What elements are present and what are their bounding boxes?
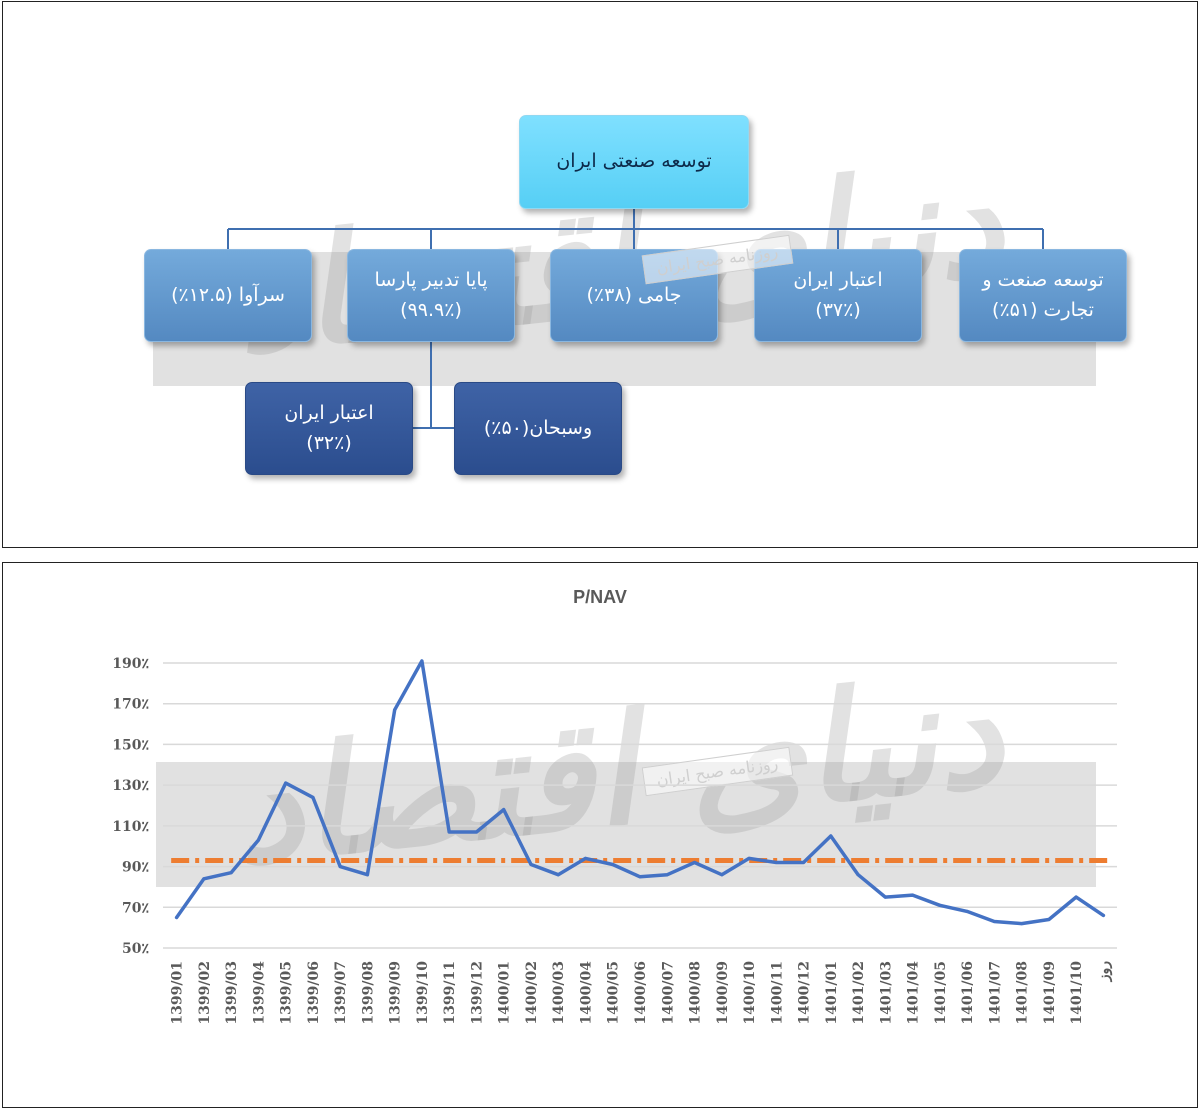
x-tick-label: 1401/03	[878, 961, 894, 1025]
x-tick-label: 1399/04	[251, 961, 267, 1025]
data-point	[529, 863, 533, 867]
data-point	[774, 861, 778, 864]
org-node-level2-2: وسبحان(۵۰٪)	[454, 382, 622, 475]
y-tick-label: 70٪	[122, 900, 149, 916]
org-connectors	[227, 209, 1044, 429]
data-point	[992, 920, 996, 924]
data-point	[965, 909, 969, 913]
y-tick-label: 50٪	[122, 941, 149, 957]
data-point	[883, 895, 887, 899]
data-point	[202, 877, 206, 881]
data-point	[911, 893, 915, 897]
data-point	[365, 873, 369, 877]
series-line	[174, 659, 1106, 926]
x-tick-label: 1401/01	[824, 961, 840, 1025]
x-tick-label: 1399/07	[333, 961, 349, 1025]
data-point	[720, 873, 724, 877]
data-point	[256, 838, 260, 842]
data-point	[583, 856, 587, 860]
x-tick-label: 1401/07	[987, 961, 1003, 1025]
data-point	[665, 873, 669, 877]
x-tick-label: 1401/06	[960, 961, 976, 1025]
y-tick-label: 90٪	[122, 860, 149, 876]
org-node-root: توسعه صنعتی ایران	[519, 115, 749, 209]
chart-panel: دنیای اقتصاد روزنامه صبح ایران P/NAV 190…	[2, 562, 1198, 1108]
x-tick-label: 1400/02	[524, 961, 540, 1025]
x-tick-label: 1399/11	[442, 961, 458, 1025]
x-tick-label: 1401/09	[1042, 961, 1058, 1025]
data-point	[556, 873, 560, 877]
x-tick-label: 1401/10	[1069, 961, 1085, 1025]
data-point	[338, 865, 342, 869]
x-tick-label: 1399/12	[469, 961, 485, 1025]
data-point	[474, 830, 478, 834]
data-point	[1047, 918, 1051, 921]
y-tick-label: 130٪	[112, 778, 149, 794]
x-tick-label: 1400/03	[551, 961, 567, 1025]
x-tick-label: 1400/07	[660, 961, 676, 1025]
org-node-level1-1: سرآوا (۱۲.۵٪)	[144, 249, 312, 342]
y-tick-label: 170٪	[112, 697, 149, 713]
data-point	[229, 871, 233, 875]
data-point	[447, 830, 451, 834]
x-tick-label: 1400/05	[606, 961, 622, 1025]
x-tick-label: 1400/08	[688, 961, 704, 1025]
x-tick-label: 1400/11	[769, 961, 785, 1025]
data-point	[693, 861, 697, 864]
org-node-level2-1: اعتبار ایران (۳۲٪)	[245, 382, 413, 475]
x-tick-label: 1400/10	[742, 961, 758, 1025]
data-point	[284, 781, 288, 785]
data-point	[638, 875, 642, 879]
data-point	[1020, 922, 1024, 926]
x-tick-label: 1400/04	[578, 961, 594, 1025]
x-tick-label: 1400/12	[797, 961, 813, 1025]
org-node-level1-3: جامی (۳۸٪)	[550, 249, 718, 342]
y-tick-label: 150٪	[112, 737, 149, 753]
data-point	[938, 903, 942, 907]
x-tick-label: 1399/06	[306, 961, 322, 1025]
x-tick-label: 1400/09	[715, 961, 731, 1025]
y-tick-label: 190٪	[112, 656, 149, 672]
x-tick-label: 1400/06	[633, 961, 649, 1025]
chart-title: P/NAV	[573, 587, 627, 607]
x-tick-label: روز	[1096, 961, 1112, 983]
data-point	[747, 856, 751, 860]
x-tick-label: 1399/09	[388, 961, 404, 1025]
x-tick-label: 1399/10	[415, 961, 431, 1025]
data-point	[1074, 895, 1078, 899]
data-point	[502, 808, 506, 812]
line-chart: 190٪ 170٪ 150٪ 130٪ 110٪ 90٪ 70٪ 50٪ 1399/01 139…	[112, 656, 1117, 1025]
x-tick-label: 1401/08	[1015, 961, 1031, 1025]
data-point	[393, 708, 397, 712]
data-point	[802, 861, 806, 864]
x-tick-label: 1401/05	[933, 961, 949, 1025]
x-tick-label: 1400/01	[497, 961, 513, 1025]
org-chart-panel: دنیای اقتصاد توسعه صنعتی ایران سرآوا (۱۲…	[2, 1, 1198, 548]
x-tick-label: 1399/02	[197, 961, 213, 1025]
data-point	[829, 834, 833, 838]
data-point	[420, 659, 424, 663]
data-point	[1101, 913, 1105, 917]
org-node-level1-5: توسعه صنعت و تجارت (۵۱٪)	[959, 249, 1127, 342]
y-tick-label: 110٪	[112, 819, 149, 835]
data-point	[311, 795, 315, 799]
x-tick-label: 1399/01	[170, 961, 186, 1025]
x-tick-label: 1399/03	[224, 961, 240, 1025]
data-point	[856, 873, 860, 877]
x-tick-label: 1399/08	[360, 961, 376, 1025]
x-tick-label: 1401/02	[851, 961, 867, 1025]
x-tick-label: 1399/05	[279, 961, 295, 1025]
x-tick-label: 1401/04	[906, 961, 922, 1025]
data-point	[175, 915, 179, 919]
data-point	[611, 863, 615, 867]
org-node-level1-2: پایا تدبیر پارسا (۹۹.۹٪)	[347, 249, 515, 342]
